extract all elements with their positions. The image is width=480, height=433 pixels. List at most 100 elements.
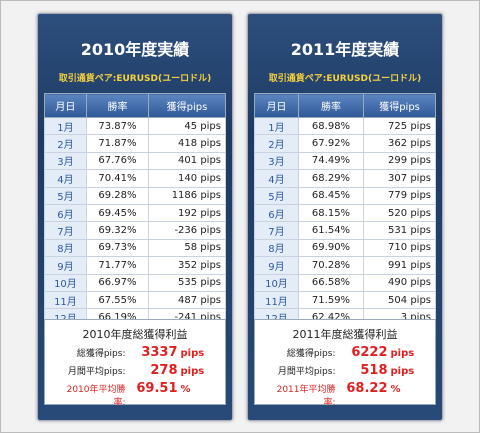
table-cell: 5月: [44, 186, 87, 205]
table-row: 8月 69.73% 58 pips: [44, 238, 226, 258]
summary-item: 月間平均pips: 518 pips: [255, 363, 435, 378]
column-header: 獲得pips: [148, 93, 226, 118]
panel: 2011年度実績取引通貨ペア:EURUSD(ユーロドル) 月日 勝率 獲得pips 1月…: [247, 13, 443, 421]
table-cell: 140 pips: [148, 169, 226, 188]
table-row: 9月 70.28% 991 pips: [254, 256, 436, 275]
results-table: 月日 勝率 獲得pips 1月 68.98% 725 pips 2月 67.92% 362 pi…: [254, 93, 436, 327]
table-cell: 9月: [44, 256, 87, 275]
table-cell: 9月: [254, 256, 299, 275]
table-cell: 69.28%: [85, 186, 150, 205]
currency-pair: 取引通貨ペア:EURUSD(ユーロドル): [268, 74, 422, 84]
summary-value: 68.22: [346, 381, 388, 396]
summary-unit: %: [390, 384, 401, 395]
summary-unit: pips: [390, 348, 415, 359]
table-cell: 66.58%: [297, 273, 365, 292]
summary-label: 2010年平均勝率:: [66, 385, 126, 408]
table-cell: 68.15%: [297, 203, 365, 223]
table-row: 10月 66.58% 490 pips: [254, 273, 436, 292]
table-cell: 4月: [254, 169, 299, 188]
table-cell: 6月: [44, 203, 87, 223]
summary-unit: %: [180, 384, 191, 395]
summary-value: 278: [150, 363, 178, 378]
table-cell: 991 pips: [363, 256, 436, 275]
table-cell: 418 pips: [148, 134, 226, 153]
table-cell: 2月: [254, 134, 299, 153]
table-cell: 8月: [254, 238, 299, 258]
table-cell: 73.87%: [85, 116, 150, 136]
table-cell: 68.29%: [297, 169, 365, 188]
summary-value: 3337: [141, 345, 178, 360]
table-cell: 2月: [44, 134, 87, 153]
table-cell: 71.59%: [297, 290, 365, 310]
table-cell: 69.45%: [85, 203, 150, 223]
summary-label: 月間平均pips:: [67, 367, 126, 377]
table-cell: 6月: [254, 203, 299, 223]
table-row: 5月 68.45% 779 pips: [254, 186, 436, 205]
table-cell: 58 pips: [148, 238, 226, 258]
panel-title: 2010年度実績: [80, 40, 190, 59]
summary-unit: pips: [390, 366, 415, 377]
summary-item: 月間平均pips: 278 pips: [45, 363, 225, 378]
table-row: 7月 61.54% 531 pips: [254, 221, 436, 240]
table-cell: 1186 pips: [148, 186, 226, 205]
table-cell: 531 pips: [363, 221, 436, 240]
table-row: 4月 68.29% 307 pips: [254, 169, 436, 188]
table-cell: 352 pips: [148, 256, 226, 275]
table-cell: 362 pips: [363, 134, 436, 153]
summary-label: 総獲得pips:: [76, 349, 126, 359]
table-cell: 66.97%: [85, 273, 150, 292]
table-cell: 710 pips: [363, 238, 436, 258]
header-row: 月日 勝率 獲得pips: [254, 93, 436, 118]
table-row: 6月 69.45% 192 pips: [44, 203, 226, 223]
panel: 2010年度実績 取引通貨ペア:EURUSD(ユーロドル) 月日 勝率 獲得pips 1月…: [37, 13, 233, 421]
table-cell: 7月: [44, 221, 87, 240]
table-cell: 61.54%: [297, 221, 365, 240]
table-cell: 74.49%: [297, 151, 365, 171]
table-row: 3月 67.76% 401 pips: [44, 151, 226, 171]
table-cell: 69.32%: [85, 221, 150, 240]
table-cell: 45 pips: [148, 116, 226, 136]
table-cell: 70.28%: [297, 256, 365, 275]
table-cell: 307 pips: [363, 169, 436, 188]
column-header: 勝率: [297, 93, 365, 118]
table-row: 1月 73.87% 45 pips: [44, 116, 226, 136]
results-table: 月日 勝率 獲得pips 1月 73.87% 45 pips 2月 71.87% 418 pip…: [44, 93, 226, 327]
column-header: 獲得pips: [363, 93, 436, 118]
table-cell: 71.77%: [85, 256, 150, 275]
summary-value: 6222: [351, 345, 388, 360]
summary-unit: pips: [180, 348, 205, 359]
table-cell: 3月: [254, 151, 299, 171]
summary-value: 518: [360, 363, 388, 378]
table-cell: 71.87%: [85, 134, 150, 153]
table-cell: 10月: [254, 273, 299, 292]
table-cell: 8月: [44, 238, 87, 258]
table-cell: 4月: [44, 169, 87, 188]
table-cell: 1月: [254, 116, 299, 136]
table-row: 2月 71.87% 418 pips: [44, 134, 226, 153]
table-row: 11月 71.59% 504 pips: [254, 290, 436, 310]
table-cell: 11月: [254, 290, 299, 310]
table-cell: 68.45%: [297, 186, 365, 205]
table-cell: 7月: [254, 221, 299, 240]
table-cell: 68.98%: [297, 116, 365, 136]
table-row: 2月 67.92% 362 pips: [254, 134, 436, 153]
table-cell: 5月: [254, 186, 299, 205]
table-cell: 504 pips: [363, 290, 436, 310]
table-cell: 779 pips: [363, 186, 436, 205]
table-cell: 69.90%: [297, 238, 365, 258]
table-cell: 535 pips: [148, 273, 226, 292]
summary-item: 総獲得pips: 6222 pips: [255, 345, 435, 360]
table-row: 1月 68.98% 725 pips: [254, 116, 436, 136]
summary-unit: pips: [180, 366, 205, 377]
table-cell: 10月: [44, 273, 87, 292]
table-cell: 3月: [44, 151, 87, 171]
panel-title: 2011年度実績: [290, 40, 400, 59]
table-cell: 490 pips: [363, 273, 436, 292]
table-cell: 70.41%: [85, 169, 150, 188]
table-row: 8月 69.90% 710 pips: [254, 238, 436, 258]
table-cell: 520 pips: [363, 203, 436, 223]
table-cell: 725 pips: [363, 116, 436, 136]
summary-label: 総獲得pips:: [286, 349, 336, 359]
summary-title: 2010年度総獲得利益: [82, 328, 188, 341]
table-row: 3月 74.49% 299 pips: [254, 151, 436, 171]
